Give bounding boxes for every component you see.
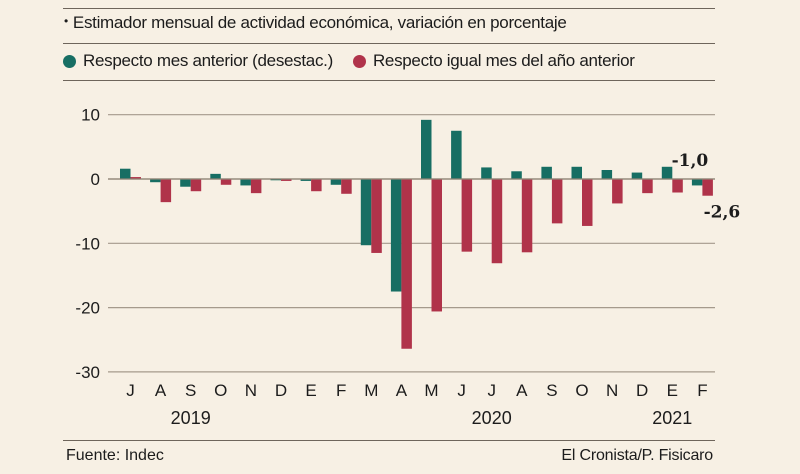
legend-swatch-red (352, 54, 366, 68)
year-label: 2019 (171, 408, 211, 428)
bar-yearly (250, 179, 262, 194)
y-tick-label: -30 (75, 363, 100, 382)
legend-label: Respecto mes anterior (desestac.) (83, 51, 333, 70)
bar-monthly (300, 179, 312, 181)
bar-yearly (190, 179, 202, 192)
value-annotation: -1,0 (672, 151, 709, 171)
bar-yearly (461, 179, 473, 252)
bar-yearly (582, 179, 593, 226)
x-tick-label: N (245, 381, 257, 400)
bar-monthly (481, 167, 492, 179)
bar-yearly (672, 179, 683, 193)
y-tick-label: 0 (91, 170, 100, 189)
bar-yearly (160, 179, 172, 203)
bar-yearly (491, 179, 503, 264)
y-tick-label: -10 (75, 234, 100, 253)
bar-yearly (431, 179, 442, 312)
chart-title-text: Estimador mensual de actividad económica… (72, 13, 567, 32)
chart-title: • Estimador mensual de actividad económic… (64, 13, 567, 33)
x-tick-label: O (575, 381, 588, 400)
year-label: 2020 (472, 408, 512, 428)
bar-yearly (642, 179, 653, 194)
bar-monthly (180, 179, 191, 187)
x-tick-label: A (516, 381, 528, 400)
x-tick-label: J (457, 381, 466, 400)
bar-monthly (571, 166, 582, 179)
legend-label: Respecto igual mes del año anterior (372, 51, 635, 70)
x-tick-label: A (396, 381, 408, 400)
x-tick-label: F (336, 381, 346, 400)
x-tick-label: J (487, 381, 496, 400)
x-tick-label: A (155, 381, 167, 400)
legend: Respecto mes anterior (desestac.) Respec… (63, 51, 655, 71)
y-tick-label: -20 (75, 299, 100, 318)
bar-monthly (661, 166, 673, 179)
bar-yearly (612, 179, 623, 204)
bar-yearly (311, 179, 322, 192)
x-tick-label: D (275, 381, 287, 400)
x-tick-label: S (185, 381, 196, 400)
x-tick-label: J (126, 381, 135, 400)
bar-yearly (551, 179, 563, 224)
bar-yearly (401, 179, 412, 349)
bar-monthly (210, 173, 221, 179)
title-rule (63, 43, 715, 44)
bar-monthly (631, 172, 643, 179)
bar-yearly (281, 179, 292, 181)
bar-yearly (130, 177, 141, 179)
bar-monthly (601, 169, 613, 179)
value-annotation: -2,6 (704, 203, 741, 223)
x-tick-label: O (214, 381, 227, 400)
bar-monthly (330, 179, 342, 185)
bar-yearly (341, 179, 352, 194)
source-label: Fuente: Indec (66, 447, 164, 464)
bar-monthly (451, 130, 462, 179)
x-tick-label: E (305, 381, 316, 400)
bar-monthly (120, 168, 131, 179)
bar-yearly (220, 179, 232, 185)
bar-yearly (521, 179, 533, 253)
top-rule (63, 8, 715, 9)
bar-monthly (390, 179, 402, 292)
bar-yearly (702, 179, 713, 196)
legend-rule (63, 80, 715, 81)
credit-label: El Cronista/P. Fisicaro (561, 447, 713, 464)
footer-rule (63, 440, 715, 441)
bullet-icon: • (64, 14, 68, 28)
bar-monthly (270, 179, 281, 181)
x-tick-label: F (697, 381, 707, 400)
bar-monthly (511, 171, 522, 179)
y-tick-label: 10 (81, 106, 100, 125)
x-tick-label: E (667, 381, 678, 400)
bar-monthly (240, 179, 251, 186)
x-tick-label: D (636, 381, 648, 400)
legend-swatch-green (63, 54, 76, 68)
bar-monthly (691, 179, 703, 186)
year-label: 2021 (652, 408, 692, 428)
x-tick-label: S (546, 381, 557, 400)
bar-yearly (371, 179, 382, 253)
bar-monthly (421, 119, 432, 179)
bar-monthly (150, 179, 161, 183)
x-tick-label: M (424, 381, 438, 400)
legend-item-yearly: Respecto igual mes del año anterior (352, 51, 635, 71)
bar-monthly (360, 179, 372, 246)
x-tick-label: N (606, 381, 618, 400)
bar-monthly (541, 166, 552, 179)
x-tick-label: M (364, 381, 378, 400)
legend-item-monthly: Respecto mes anterior (desestac.) (63, 51, 333, 71)
